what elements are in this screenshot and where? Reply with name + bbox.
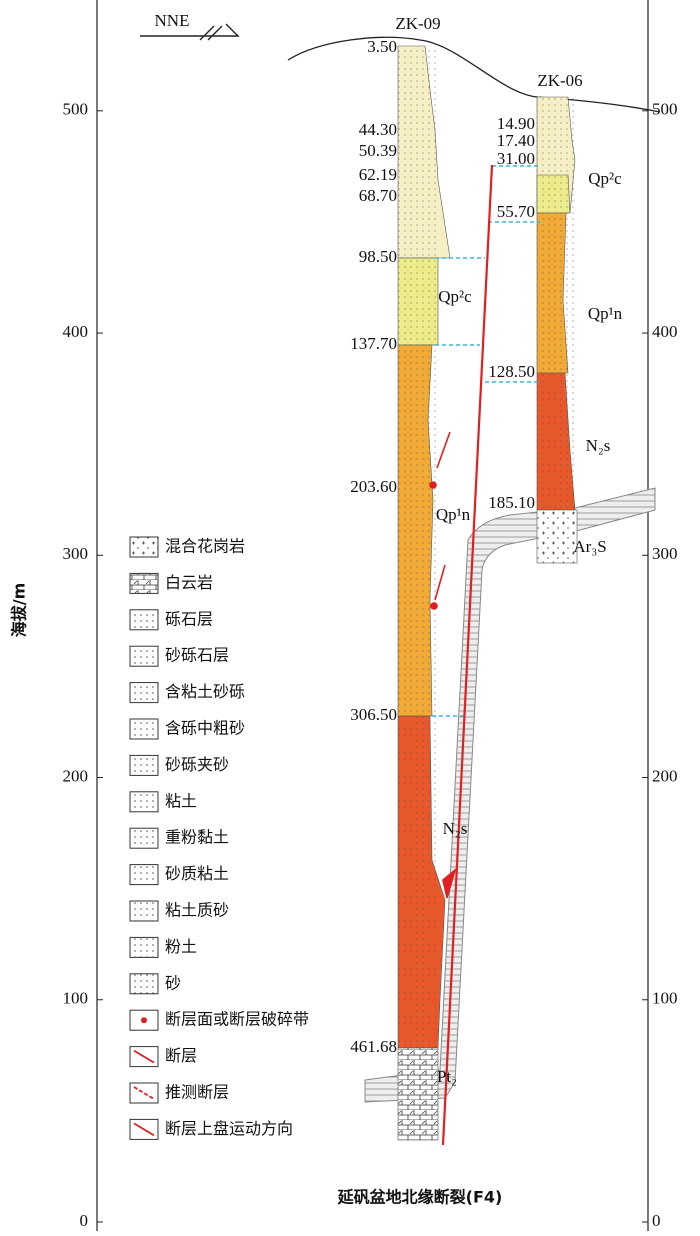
labels: ZK-09 ZK-06 3.50 44.30 50.39 62.19 68.70 98.50 1… bbox=[350, 14, 622, 1086]
borehole-name: ZK-06 bbox=[537, 71, 582, 90]
borehole-zk06 bbox=[536, 96, 578, 564]
legend-swatch bbox=[129, 864, 159, 886]
depth-label: 128.50 bbox=[488, 362, 535, 381]
depth-label: 31.00 bbox=[497, 149, 535, 168]
legend-label: 砾石层 bbox=[165, 609, 213, 628]
borehole-zk09 bbox=[397, 45, 451, 1141]
legend-swatch bbox=[129, 827, 159, 849]
y-tick-label: 400 bbox=[63, 322, 89, 341]
legend-swatch bbox=[129, 1082, 159, 1104]
legend-swatch bbox=[129, 682, 159, 704]
depth-label: 306.50 bbox=[350, 705, 397, 724]
fault-zone bbox=[364, 487, 656, 1103]
motion-arrows bbox=[429, 431, 457, 899]
legend-label: 粘土质砂 bbox=[165, 901, 229, 920]
legend-swatch bbox=[129, 936, 159, 958]
depth-label: 68.70 bbox=[359, 186, 397, 205]
y-tick-label: 300 bbox=[63, 544, 89, 563]
legend: 混合花岗岩白云岩砾石层砂砾石层含粘土砂砾含砾中粗砂砂砾夹砂粘土重粉黏土砂质粘土粘… bbox=[129, 536, 309, 1140]
legend-swatch bbox=[129, 572, 159, 594]
legend-label: 断层上盘运动方向 bbox=[165, 1119, 293, 1138]
direction-symbol bbox=[140, 23, 240, 41]
unit-label: N₂s bbox=[586, 436, 611, 455]
legend-symbol bbox=[133, 1049, 155, 1064]
y-tick-label: 300 bbox=[652, 544, 678, 563]
legend-swatch bbox=[129, 645, 159, 667]
legend-swatch bbox=[129, 791, 159, 813]
unit-label: Qp²c bbox=[588, 169, 622, 188]
ground-surface bbox=[287, 36, 661, 113]
contact-lines bbox=[432, 165, 540, 717]
depth-label: 50.39 bbox=[359, 141, 397, 160]
unit-label: Qp¹n bbox=[436, 505, 471, 524]
legend-swatch bbox=[129, 718, 159, 740]
unit-label: Pt₂ bbox=[437, 1067, 457, 1086]
y-tick-label: 500 bbox=[63, 100, 89, 119]
unit-label: N₂s bbox=[443, 819, 468, 838]
legend-label: 粘土 bbox=[165, 791, 197, 810]
unit-label: Qp¹n bbox=[588, 304, 623, 323]
depth-label: 461.68 bbox=[350, 1037, 397, 1056]
legend-label: 砂砾夹砂 bbox=[165, 755, 229, 774]
legend-label: 砂 bbox=[165, 973, 181, 992]
depth-label: 14.90 bbox=[497, 114, 535, 133]
legend-symbol bbox=[133, 1086, 155, 1100]
legend-label: 重粉黏土 bbox=[165, 828, 229, 847]
depth-label: 44.30 bbox=[359, 120, 397, 139]
depth-label: 98.50 bbox=[359, 247, 397, 266]
legend-label: 含粘土砂砾 bbox=[165, 682, 245, 701]
depth-label: 55.70 bbox=[497, 202, 535, 221]
legend-swatch bbox=[129, 536, 159, 558]
ticks: 0 0 100 100 200 200 300 300 400 400 500 500 bbox=[63, 100, 678, 1230]
y-tick-label: 200 bbox=[63, 766, 89, 785]
legend-label: 含砾中粗砂 bbox=[165, 719, 245, 738]
direction: NNE bbox=[155, 11, 190, 30]
depth-label: 137.70 bbox=[350, 334, 397, 353]
legend-label: 混合花岗岩 bbox=[165, 537, 245, 556]
depth-label: 3.50 bbox=[367, 37, 397, 56]
legend-label: 粉土 bbox=[165, 937, 197, 956]
depth-label: 17.40 bbox=[497, 131, 535, 150]
legend-label: 推测断层 bbox=[165, 1083, 229, 1102]
caption: 延矾盆地北缘断裂(F4) bbox=[337, 1188, 503, 1207]
legend-label: 砂砾石层 bbox=[165, 646, 229, 665]
y-tick-label: 100 bbox=[63, 989, 89, 1008]
unit-label: Qp²c bbox=[438, 287, 472, 306]
legend-symbol bbox=[141, 1017, 147, 1024]
legend-label: 白云岩 bbox=[165, 573, 213, 592]
depth-label: 203.60 bbox=[350, 477, 397, 496]
y-axis-label: 海拔/m bbox=[10, 583, 29, 638]
legend-label: 断层 bbox=[165, 1046, 197, 1065]
legend-label: 砂质粘土 bbox=[165, 864, 229, 883]
depth-label: 62.19 bbox=[359, 165, 397, 184]
legend-symbol bbox=[133, 1122, 155, 1137]
y-tick-label: 0 bbox=[652, 1211, 661, 1230]
legend-swatch bbox=[129, 609, 159, 631]
legend-label: 断层面或断层破碎带 bbox=[165, 1010, 309, 1029]
unit-label: Ar₃S bbox=[573, 537, 606, 556]
y-tick-label: 0 bbox=[80, 1211, 89, 1230]
depth-label: 185.10 bbox=[488, 493, 535, 512]
y-tick-label: 400 bbox=[652, 322, 678, 341]
legend-swatch bbox=[129, 900, 159, 922]
y-tick-label: 100 bbox=[652, 989, 678, 1008]
legend-swatch bbox=[129, 754, 159, 776]
y-tick-label: 500 bbox=[652, 100, 678, 119]
legend-swatch bbox=[129, 973, 159, 995]
fault bbox=[441, 164, 494, 1146]
y-tick-label: 200 bbox=[652, 766, 678, 785]
borehole-name: ZK-09 bbox=[395, 14, 440, 33]
